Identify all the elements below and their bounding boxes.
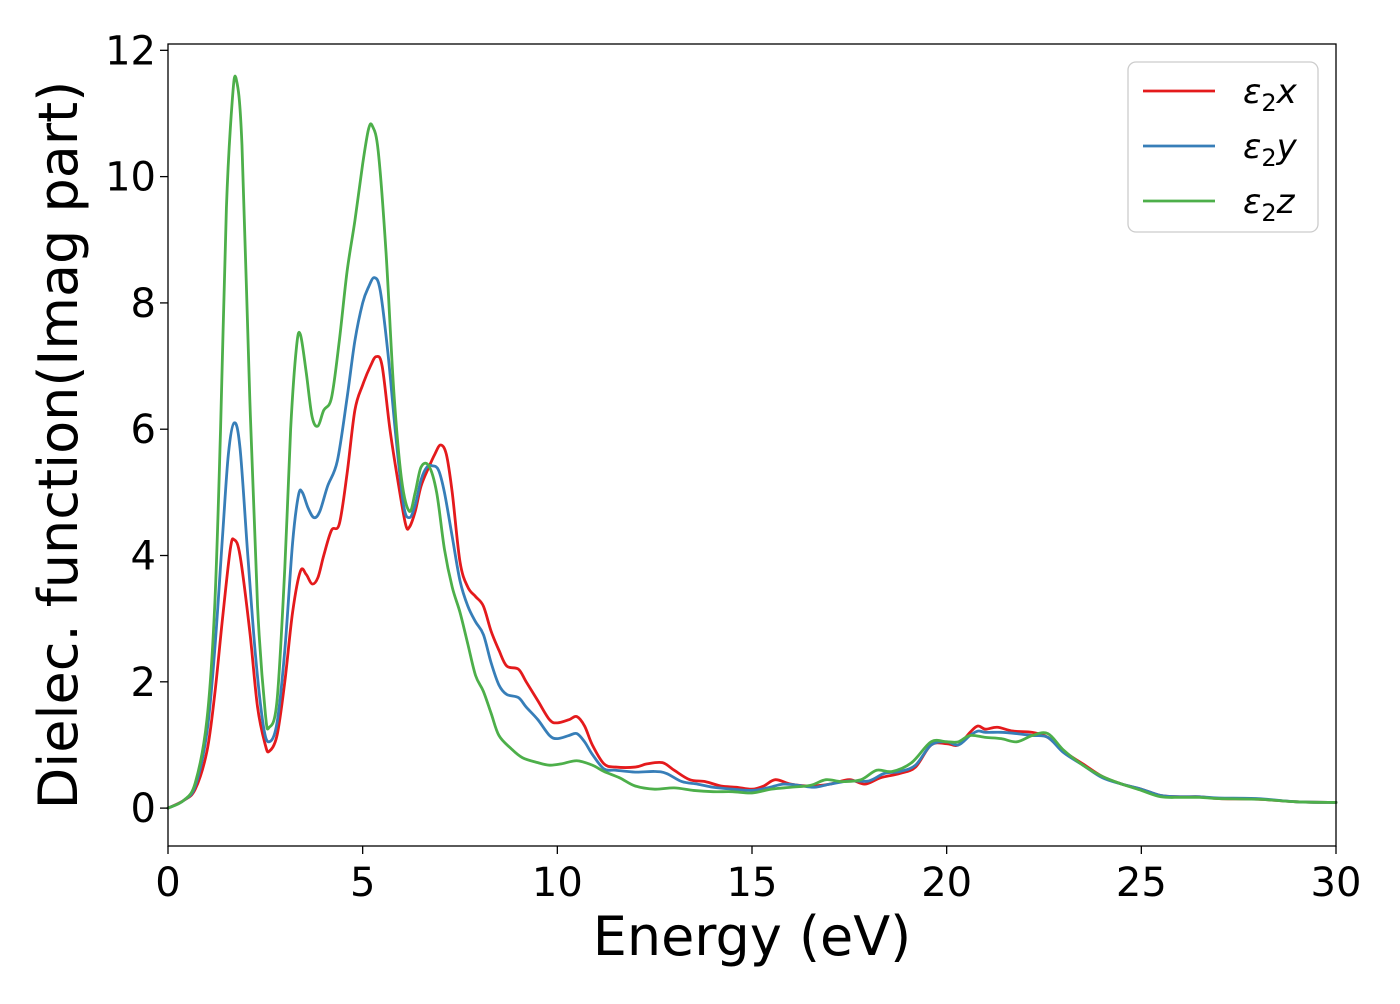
series-line-x xyxy=(166,354,1338,810)
x-tick-label: 10 xyxy=(532,860,583,906)
legend-items: ε2x ε2y ε2z xyxy=(1143,72,1298,227)
legend-label-y: ε2y xyxy=(1243,127,1298,172)
x-axis-label: Energy (eV) xyxy=(593,905,912,968)
legend-label-x: ε2x xyxy=(1243,72,1298,117)
x-tick-label: 5 xyxy=(350,860,375,906)
legend-box xyxy=(1127,61,1319,233)
x-tick-label: 30 xyxy=(1311,860,1362,906)
x-tick-label: 25 xyxy=(1116,860,1167,906)
y-tick-label: 4 xyxy=(131,534,156,580)
series-layer xyxy=(166,74,1338,810)
x-tick-label: 15 xyxy=(727,860,778,906)
legend: ε2x ε2y ε2z xyxy=(1127,61,1319,233)
y-axis-ticks: 0 2 4 6 8 10 12 xyxy=(105,28,168,832)
series-line-z xyxy=(166,74,1338,810)
y-tick-label: 0 xyxy=(131,786,156,832)
y-tick-label: 2 xyxy=(131,660,156,706)
y-axis-label: Dielec. function(Imag part) xyxy=(27,81,90,810)
y-tick-label: 10 xyxy=(105,155,156,201)
legend-label-z: ε2z xyxy=(1243,182,1296,227)
x-axis-ticks: 0 5 10 15 20 25 30 xyxy=(155,846,1361,906)
y-tick-label: 6 xyxy=(131,407,156,453)
y-tick-label: 8 xyxy=(131,281,156,327)
y-tick-label: 12 xyxy=(105,28,156,74)
x-tick-label: 20 xyxy=(921,860,972,906)
series-line-y xyxy=(166,276,1338,810)
x-tick-label: 0 xyxy=(155,860,180,906)
